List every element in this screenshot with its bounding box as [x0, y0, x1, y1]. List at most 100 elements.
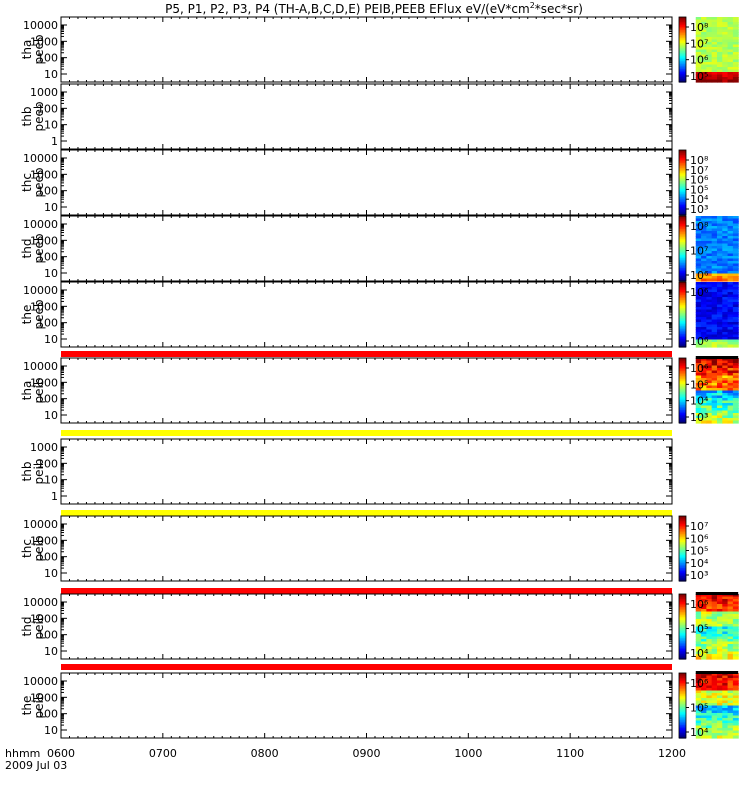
colorbar-tick-label: 10⁵ — [690, 702, 708, 715]
status-bar — [61, 430, 672, 436]
panel-thbPeib: thbpeib 1 10 100 1000 — [20, 430, 673, 505]
panel-frame — [60, 515, 673, 582]
colorbar-tick-label: 10⁷ — [690, 520, 708, 533]
y-tick-label: 10000 — [23, 675, 58, 688]
colorbar-tick-label: 10⁶ — [690, 598, 709, 611]
x-axis-label: hhmm — [5, 747, 40, 760]
y-tick-label: 1 — [51, 135, 58, 148]
colorbar-tick-label: 10³ — [690, 569, 708, 582]
colorbar-tick-label: 10³ — [690, 411, 708, 424]
y-tick-label: 10 — [44, 201, 58, 214]
colorbar-tick-label: 10⁴ — [690, 726, 709, 739]
panel-thdPeeb: thdpeeb 10 100 1000 10000 10⁸ 10⁷ 10⁶ — [20, 215, 739, 282]
y-tick-label: 10 — [44, 645, 58, 658]
block-cap — [695, 592, 739, 595]
y-tick-label: 100 — [37, 317, 58, 330]
y-tick-label: 1000 — [30, 612, 58, 625]
y-tick-label: 100 — [37, 457, 58, 470]
y-tick-label: 1000 — [30, 300, 58, 313]
x-axis-date: 2009 Jul 03 — [5, 759, 67, 772]
y-tick-label: 100 — [37, 185, 58, 198]
colorbar-tick-label: 10⁶ — [690, 174, 709, 187]
colorbar: 10⁸ 10⁷ 10⁶ 10⁵ — [678, 16, 709, 83]
panel-thaPeeb: thapeeb 10 100 1000 10000 10⁸ 10⁷ 10⁶ 10⁵ — [20, 16, 739, 83]
panel-thbPeeb: thbpeeb 1 10 100 1000 — [20, 83, 673, 150]
y-tick-label: 100 — [37, 551, 58, 564]
colorbar: 10⁶ 10⁵ 10⁴ — [678, 593, 709, 660]
colorbar-tick-label: 10⁶ — [690, 335, 709, 348]
y-axis-label: thepeib — [20, 693, 46, 719]
colorbar-tick-label: 10⁴ — [690, 193, 709, 206]
panel-frame — [60, 215, 673, 282]
x-tick-label: 0700 — [149, 747, 177, 760]
colorbar-tick-label: 10⁶ — [690, 269, 709, 282]
colorbar-tick-label: 10⁸ — [690, 154, 709, 167]
y-tick-label: 10 — [44, 474, 58, 487]
y-tick-label: 10000 — [23, 19, 58, 32]
colorbar-tick-label: 10⁶ — [690, 286, 709, 299]
colorbar-tick-label: 10⁶ — [690, 532, 709, 545]
y-tick-label: 10000 — [23, 218, 58, 231]
y-tick-label: 10 — [44, 333, 58, 346]
y-axis-label: thapeib — [20, 378, 46, 404]
y-tick-label: 10000 — [23, 596, 58, 609]
status-bar — [61, 664, 672, 670]
colorbar-tick-label: 10⁷ — [690, 164, 708, 177]
y-tick-label: 1000 — [30, 168, 58, 181]
y-tick-label: 100 — [37, 393, 58, 406]
colorbar: 10⁶ 10⁵ 10⁴ 10³ — [678, 357, 709, 424]
y-axis-label: thdpeib — [20, 614, 46, 640]
x-tick-label: 1000 — [454, 747, 482, 760]
y-tick-label: 100 — [37, 102, 58, 115]
y-tick-label: 10 — [44, 68, 58, 81]
y-tick-label: 1 — [51, 490, 58, 503]
y-axis-label: thcpeib — [20, 536, 46, 562]
panel-frame — [60, 83, 673, 150]
y-tick-label: 10 — [44, 267, 58, 280]
y-tick-label: 10000 — [23, 284, 58, 297]
block-cap — [695, 356, 739, 359]
y-tick-label: 1000 — [30, 534, 58, 547]
y-tick-label: 10000 — [23, 152, 58, 165]
panel-thePeeb: thepeeb 10 100 1000 10000 10⁶ 10⁶ — [20, 281, 739, 348]
colorbar: 10⁶ 10⁶ — [678, 281, 709, 348]
colorbar-tick-label: 10⁴ — [690, 395, 709, 408]
y-axis-label: thcpeeb — [20, 168, 46, 198]
colorbar: 10⁸ 10⁷ 10⁶ — [678, 215, 709, 282]
y-tick-label: 1000 — [30, 691, 58, 704]
spectrum-block — [695, 592, 739, 660]
y-axis-label: thdpeeb — [20, 234, 46, 264]
y-axis-label: thepeeb — [20, 300, 46, 330]
panel-thaPeib: thapeib 10 100 1000 10000 10⁶ 10⁵ 10⁴ 10³ — [20, 351, 739, 424]
y-tick-label: 100 — [37, 52, 58, 65]
status-bar — [61, 510, 672, 516]
y-tick-label: 1000 — [30, 376, 58, 389]
y-tick-label: 10000 — [23, 518, 58, 531]
panel-frame — [60, 281, 673, 348]
y-axis-label: thbpeeb — [20, 102, 46, 132]
panel-thePeib: thepeib 10 100 1000 10000 10⁶ 10⁵ 10⁴ — [20, 664, 739, 739]
colorbar-tick-label: 10⁵ — [690, 378, 708, 391]
panel-frame — [60, 149, 673, 216]
y-tick-label: 1000 — [30, 234, 58, 247]
colorbar-tick-label: 10⁴ — [690, 557, 709, 570]
colorbar-tick-label: 10⁶ — [690, 362, 709, 375]
colorbar-tick-label: 10⁵ — [690, 183, 708, 196]
y-tick-label: 1000 — [30, 35, 58, 48]
y-tick-label: 1000 — [30, 86, 58, 99]
x-tick-label: 0800 — [251, 747, 279, 760]
spectrum-block — [695, 17, 739, 83]
y-tick-label: 10 — [44, 409, 58, 422]
y-tick-label: 10 — [44, 567, 58, 580]
spectrum-block — [695, 216, 739, 282]
colorbar-tick-label: 10⁸ — [690, 220, 709, 233]
panel-thdPeib: thdpeib 10 100 1000 10000 10⁶ 10⁵ 10⁴ — [20, 588, 739, 660]
panel-frame — [60, 438, 673, 505]
colorbar-tick-label: 10⁶ — [690, 677, 709, 690]
colorbar-tick-label: 10⁴ — [690, 647, 709, 660]
